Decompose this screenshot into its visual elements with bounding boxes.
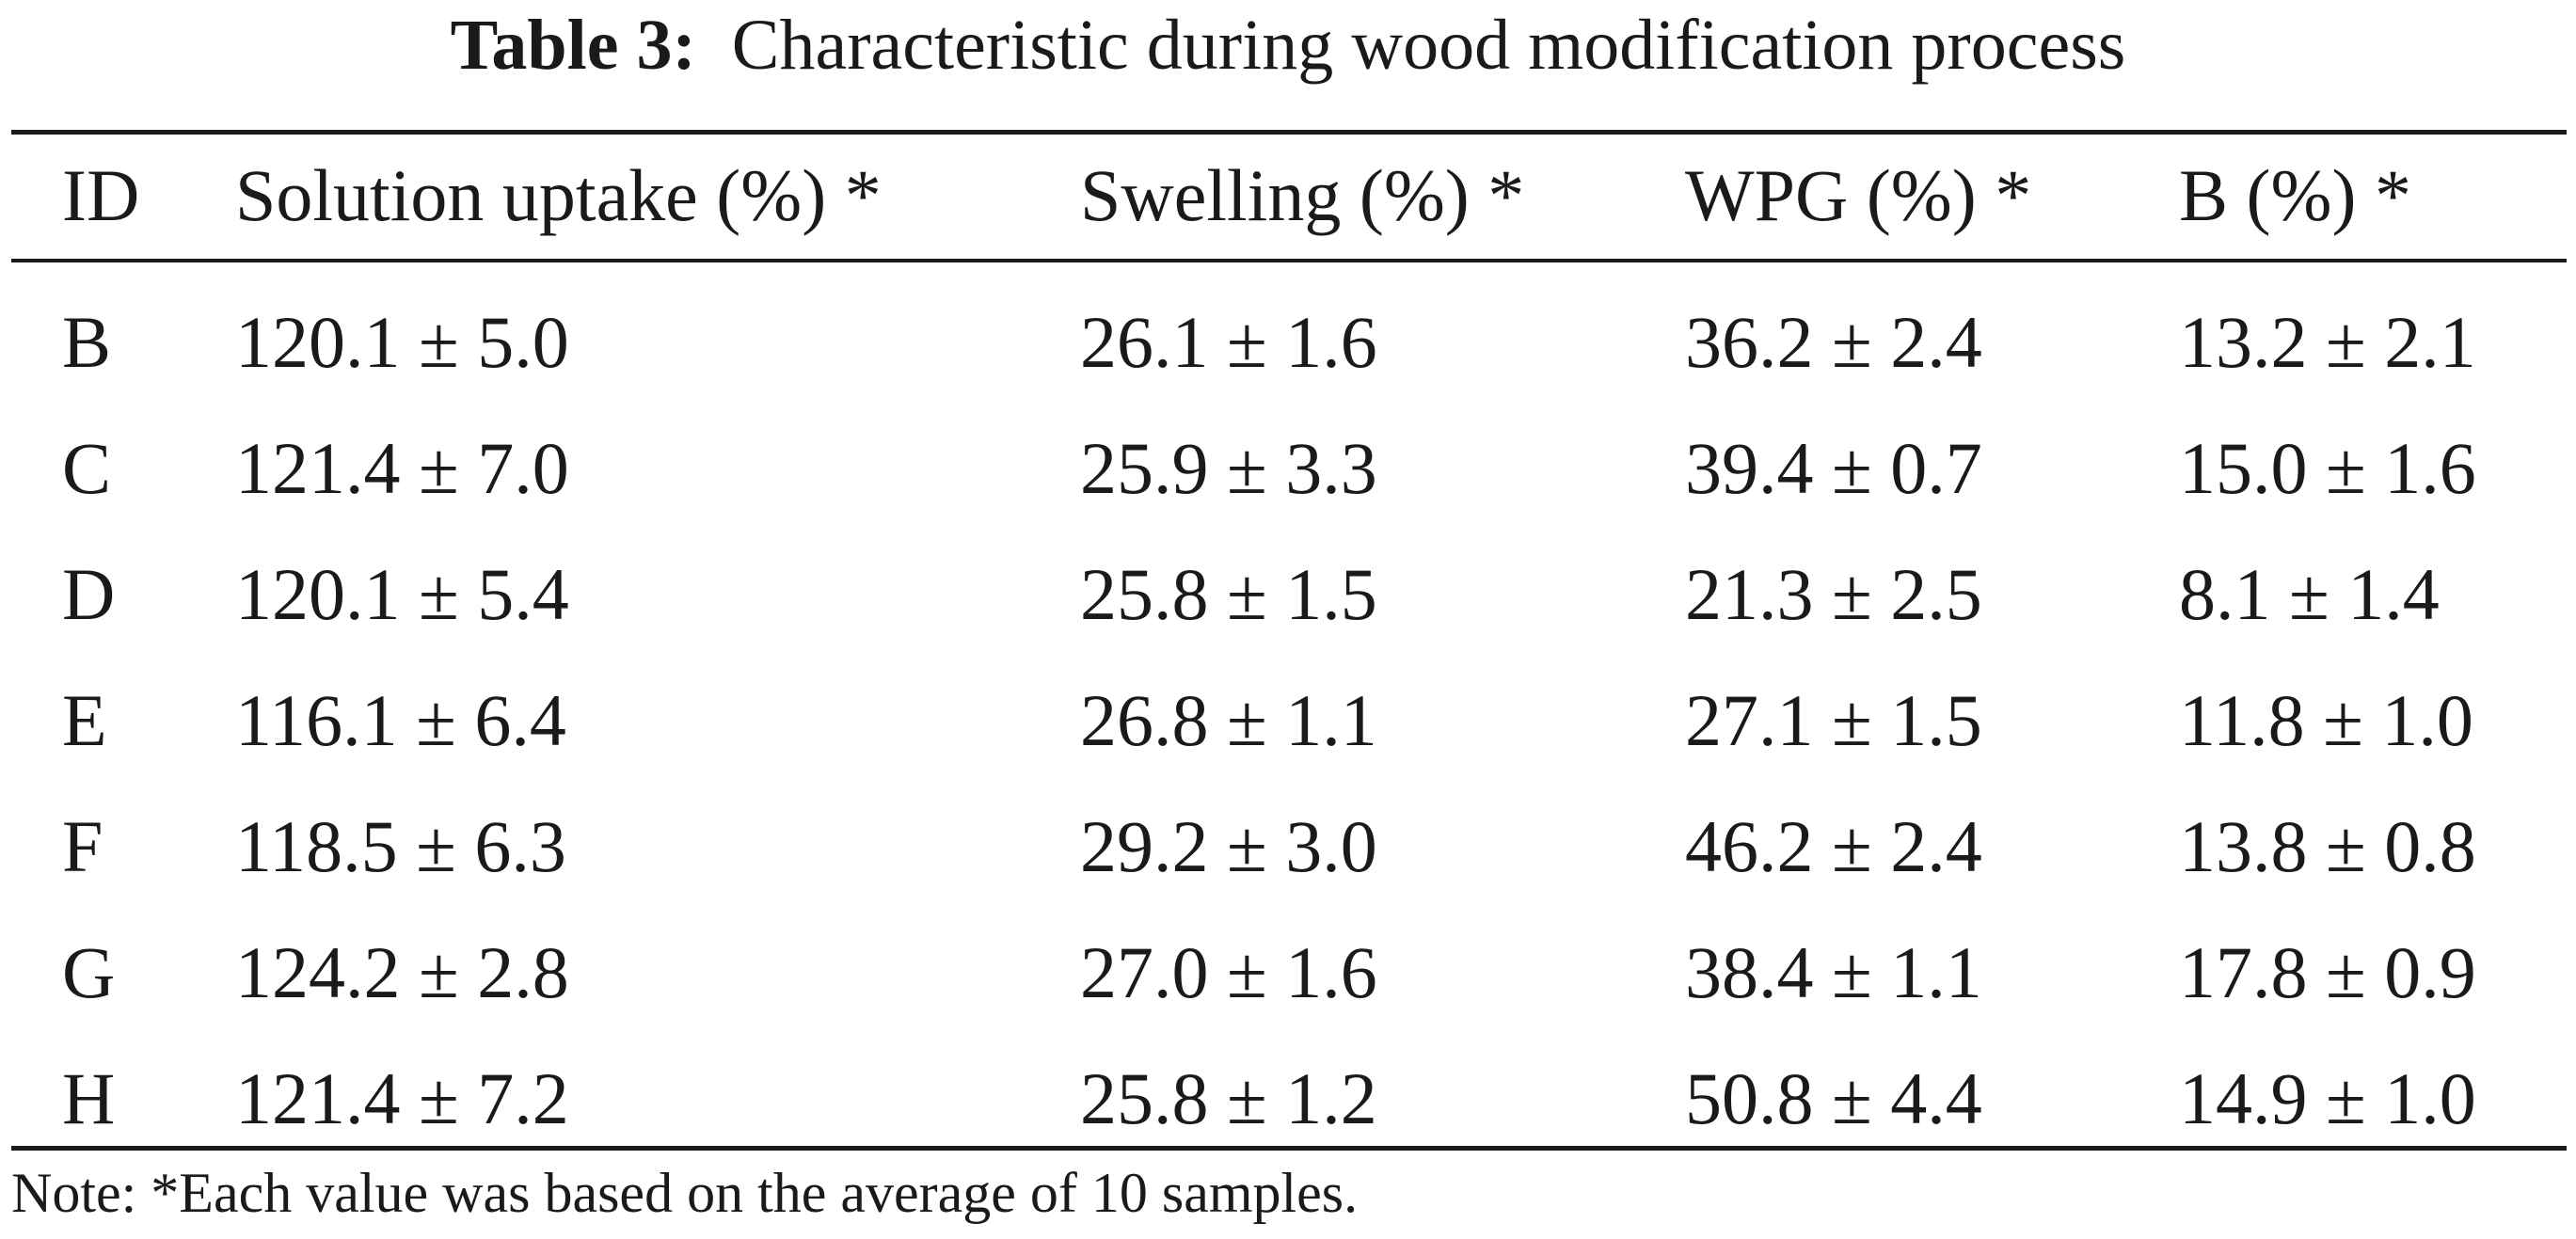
cell-solution-uptake: 124.2 ± 2.8 bbox=[235, 931, 569, 1013]
cell-swelling: 26.8 ± 1.1 bbox=[1080, 679, 1377, 761]
cell-swelling: 25.8 ± 1.5 bbox=[1080, 553, 1377, 635]
cell-wpg: 21.3 ± 2.5 bbox=[1685, 553, 1982, 635]
table-header-rule bbox=[11, 259, 2567, 262]
cell-solution-uptake: 121.4 ± 7.2 bbox=[235, 1057, 569, 1139]
header-b: B (%) * bbox=[2179, 154, 2411, 236]
cell-wpg: 39.4 ± 0.7 bbox=[1685, 427, 1982, 509]
cell-b: 8.1 ± 1.4 bbox=[2179, 553, 2440, 635]
table-caption: Table 3: Characteristic during wood modif… bbox=[0, 0, 2576, 90]
cell-wpg: 50.8 ± 4.4 bbox=[1685, 1057, 1982, 1139]
cell-solution-uptake: 118.5 ± 6.3 bbox=[235, 805, 566, 887]
table-top-rule bbox=[11, 130, 2567, 135]
cell-swelling: 25.8 ± 1.2 bbox=[1080, 1057, 1377, 1139]
table-note: Note: *Each value was based on the avera… bbox=[11, 1162, 1359, 1224]
cell-solution-uptake: 120.1 ± 5.4 bbox=[235, 553, 569, 635]
cell-wpg: 36.2 ± 2.4 bbox=[1685, 301, 1982, 383]
cell-b: 11.8 ± 1.0 bbox=[2179, 679, 2473, 761]
table-caption-label: Table 3: bbox=[450, 6, 696, 85]
table-row: B 120.1 ± 5.0 26.1 ± 1.6 36.2 ± 2.4 13.2… bbox=[0, 279, 2576, 405]
table-row: D 120.1 ± 5.4 25.8 ± 1.5 21.3 ± 2.5 8.1 … bbox=[0, 532, 2576, 658]
table-caption-text: Characteristic during wood modification … bbox=[731, 6, 2126, 85]
cell-id: F bbox=[62, 805, 103, 887]
cell-swelling: 26.1 ± 1.6 bbox=[1080, 301, 1377, 383]
header-wpg: WPG (%) * bbox=[1685, 154, 2032, 236]
header-solution-uptake: Solution uptake (%) * bbox=[235, 154, 882, 236]
table-bottom-rule bbox=[11, 1146, 2567, 1151]
table-row: G 124.2 ± 2.8 27.0 ± 1.6 38.4 ± 1.1 17.8… bbox=[0, 910, 2576, 1036]
cell-id: C bbox=[62, 427, 112, 509]
cell-id: H bbox=[62, 1057, 116, 1139]
cell-id: E bbox=[62, 679, 107, 761]
cell-b: 15.0 ± 1.6 bbox=[2179, 427, 2476, 509]
cell-swelling: 27.0 ± 1.6 bbox=[1080, 931, 1377, 1013]
cell-solution-uptake: 121.4 ± 7.0 bbox=[235, 427, 569, 509]
cell-b: 13.2 ± 2.1 bbox=[2179, 301, 2476, 383]
cell-id: B bbox=[62, 301, 112, 383]
cell-solution-uptake: 116.1 ± 6.4 bbox=[235, 679, 566, 761]
cell-solution-uptake: 120.1 ± 5.0 bbox=[235, 301, 569, 383]
header-id: ID bbox=[62, 154, 140, 236]
cell-id: D bbox=[62, 553, 116, 635]
cell-wpg: 27.1 ± 1.5 bbox=[1685, 679, 1982, 761]
table-row: F 118.5 ± 6.3 29.2 ± 3.0 46.2 ± 2.4 13.8… bbox=[0, 784, 2576, 910]
cell-wpg: 38.4 ± 1.1 bbox=[1685, 931, 1982, 1013]
table-header-row: ID Solution uptake (%) * Swelling (%) * … bbox=[0, 133, 2576, 259]
header-swelling: Swelling (%) * bbox=[1080, 154, 1525, 236]
cell-swelling: 29.2 ± 3.0 bbox=[1080, 805, 1377, 887]
cell-id: G bbox=[62, 931, 116, 1013]
cell-b: 14.9 ± 1.0 bbox=[2179, 1057, 2476, 1139]
table-row: E 116.1 ± 6.4 26.8 ± 1.1 27.1 ± 1.5 11.8… bbox=[0, 658, 2576, 784]
cell-b: 17.8 ± 0.9 bbox=[2179, 931, 2476, 1013]
cell-swelling: 25.9 ± 3.3 bbox=[1080, 427, 1377, 509]
cell-wpg: 46.2 ± 2.4 bbox=[1685, 805, 1982, 887]
cell-b: 13.8 ± 0.8 bbox=[2179, 805, 2476, 887]
table-row: H 121.4 ± 7.2 25.8 ± 1.2 50.8 ± 4.4 14.9… bbox=[0, 1036, 2576, 1162]
table-row: C 121.4 ± 7.0 25.9 ± 3.3 39.4 ± 0.7 15.0… bbox=[0, 405, 2576, 532]
